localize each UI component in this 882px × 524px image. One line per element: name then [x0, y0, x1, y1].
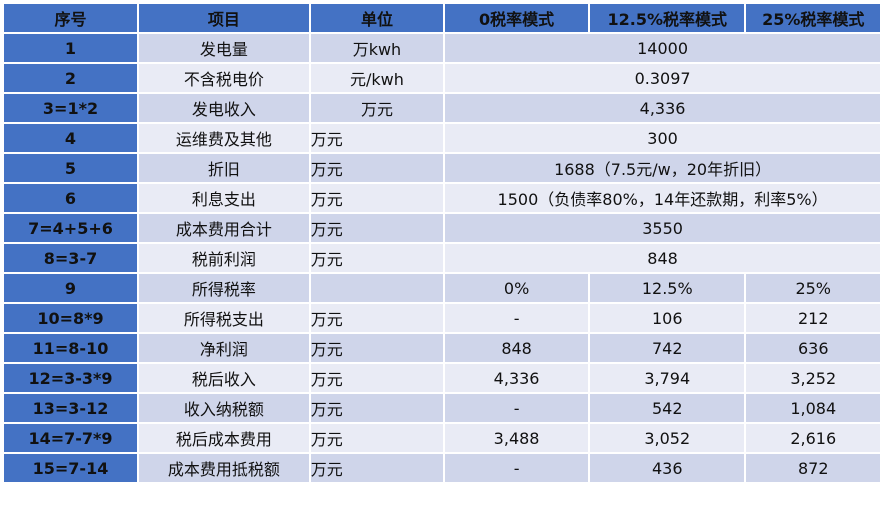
row-value-25-rate: 636 — [746, 334, 880, 362]
table-row: 8=3-7 税前利润 万元 848 — [4, 244, 880, 272]
row-seq: 6 — [4, 184, 137, 212]
row-item: 税后成本费用 — [138, 424, 309, 452]
row-item: 运维费及其他 — [138, 124, 309, 152]
row-seq: 7=4+5+6 — [4, 214, 137, 242]
table-row: 9 所得税率 0% 12.5% 25% — [4, 274, 880, 302]
row-merged-value: 4,336 — [445, 94, 880, 122]
row-value-zero-rate: - — [445, 304, 589, 332]
row-item: 折旧 — [138, 154, 309, 182]
row-unit: 万kwh — [310, 34, 444, 62]
table-row: 13=3-12 收入纳税额 万元 -542 1,084 — [4, 394, 880, 422]
row-item: 税前利润 — [138, 244, 309, 272]
row-seq: 3=1*2 — [4, 94, 137, 122]
table-row: 12=3-3*9 税后收入 万元 4,336 3,794 3,252 — [4, 364, 880, 392]
table-row: 3=1*2 发电收入 万元 4,336 — [4, 94, 880, 122]
table-row: 15=7-14 成本费用抵税额 万元 -436 872 — [4, 454, 880, 482]
header-25-rate: 25%税率模式 — [746, 4, 880, 32]
row-value-zero-rate: - — [445, 394, 589, 422]
row-merged-value: 1688（7.5元/w，20年折旧） — [445, 154, 880, 182]
table-row: 10=8*9 所得税支出 万元 -106 212 — [4, 304, 880, 332]
row-value-25-rate: 212 — [746, 304, 880, 332]
row-unit — [310, 274, 444, 302]
row-value-25-rate: 25% — [746, 274, 880, 302]
row-merged-value: 300 — [445, 124, 880, 152]
row-seq: 5 — [4, 154, 137, 182]
row-unit: 万元 — [310, 394, 444, 422]
row-item: 发电收入 — [138, 94, 309, 122]
row-unit: 万元 — [310, 424, 444, 452]
row-seq: 9 — [4, 274, 137, 302]
row-seq: 10=8*9 — [4, 304, 137, 332]
table-row: 14=7-7*9 税后成本费用 万元 3,488 3,052 2,616 — [4, 424, 880, 452]
row-unit: 万元 — [310, 334, 444, 362]
row-seq: 2 — [4, 64, 137, 92]
row-unit: 万元 — [310, 94, 444, 122]
header-row: 序号 项目 单位 0税率模式 12.5%税率模式 25%税率模式 — [4, 4, 880, 32]
row-item: 发电量 — [138, 34, 309, 62]
row-value-12-5-rate: 542 — [590, 394, 745, 422]
row-value-zero-rate: - — [445, 454, 589, 482]
row-merged-value: 3550 — [445, 214, 880, 242]
row-unit: 万元 — [310, 124, 444, 152]
row-value-zero-rate: 3,488 — [445, 424, 589, 452]
row-value-25-rate: 1,084 — [746, 394, 880, 422]
row-value-25-rate: 3,252 — [746, 364, 880, 392]
row-value-12-5-rate: 436 — [590, 454, 745, 482]
table-row: 4 运维费及其他 万元 300 — [4, 124, 880, 152]
row-item: 净利润 — [138, 334, 309, 362]
row-merged-value: 848 — [445, 244, 880, 272]
row-item: 成本费用抵税额 — [138, 454, 309, 482]
row-seq: 13=3-12 — [4, 394, 137, 422]
row-unit: 万元 — [310, 244, 444, 272]
row-seq: 11=8-10 — [4, 334, 137, 362]
row-unit: 万元 — [310, 454, 444, 482]
row-unit: 万元 — [310, 304, 444, 332]
row-unit: 万元 — [310, 214, 444, 242]
row-item: 成本费用合计 — [138, 214, 309, 242]
table-row: 11=8-10 净利润 万元 848 742 636 — [4, 334, 880, 362]
row-value-zero-rate: 4,336 — [445, 364, 589, 392]
row-unit: 万元 — [310, 364, 444, 392]
row-merged-value: 0.3097 — [445, 64, 880, 92]
row-item: 所得税率 — [138, 274, 309, 302]
table-row: 2 不含税电价 元/kwh 0.3097 — [4, 64, 880, 92]
row-item: 税后收入 — [138, 364, 309, 392]
row-seq: 15=7-14 — [4, 454, 137, 482]
row-seq: 4 — [4, 124, 137, 152]
header-item: 项目 — [138, 4, 309, 32]
row-item: 所得税支出 — [138, 304, 309, 332]
row-merged-value: 1500（负债率80%，14年还款期，利率5%） — [445, 184, 880, 212]
row-seq: 14=7-7*9 — [4, 424, 137, 452]
row-seq: 8=3-7 — [4, 244, 137, 272]
header-seq: 序号 — [4, 4, 137, 32]
row-item: 收入纳税额 — [138, 394, 309, 422]
table-row: 7=4+5+6 成本费用合计 万元 3550 — [4, 214, 880, 242]
row-value-zero-rate: 0% — [445, 274, 589, 302]
table-row: 5 折旧 万元 1688（7.5元/w，20年折旧） — [4, 154, 880, 182]
header-unit: 单位 — [310, 4, 444, 32]
row-merged-value: 14000 — [445, 34, 880, 62]
row-unit: 元/kwh — [310, 64, 444, 92]
row-value-12-5-rate: 106 — [590, 304, 745, 332]
row-value-12-5-rate: 742 — [590, 334, 745, 362]
row-value-25-rate: 2,616 — [746, 424, 880, 452]
table-row: 6 利息支出 万元 1500（负债率80%，14年还款期，利率5%） — [4, 184, 880, 212]
header-12-5-rate: 12.5%税率模式 — [590, 4, 745, 32]
header-zero-rate: 0税率模式 — [445, 4, 589, 32]
row-value-zero-rate: 848 — [445, 334, 589, 362]
row-value-25-rate: 872 — [746, 454, 880, 482]
row-seq: 1 — [4, 34, 137, 62]
table-row: 1 发电量 万kwh 14000 — [4, 34, 880, 62]
row-seq: 12=3-3*9 — [4, 364, 137, 392]
tax-comparison-table: 序号 项目 单位 0税率模式 12.5%税率模式 25%税率模式 1 发电量 万kw… — [2, 2, 882, 484]
row-unit: 万元 — [310, 184, 444, 212]
row-item: 不含税电价 — [138, 64, 309, 92]
row-unit: 万元 — [310, 154, 444, 182]
row-value-12-5-rate: 3,052 — [590, 424, 745, 452]
row-value-12-5-rate: 3,794 — [590, 364, 745, 392]
row-value-12-5-rate: 12.5% — [590, 274, 745, 302]
row-item: 利息支出 — [138, 184, 309, 212]
